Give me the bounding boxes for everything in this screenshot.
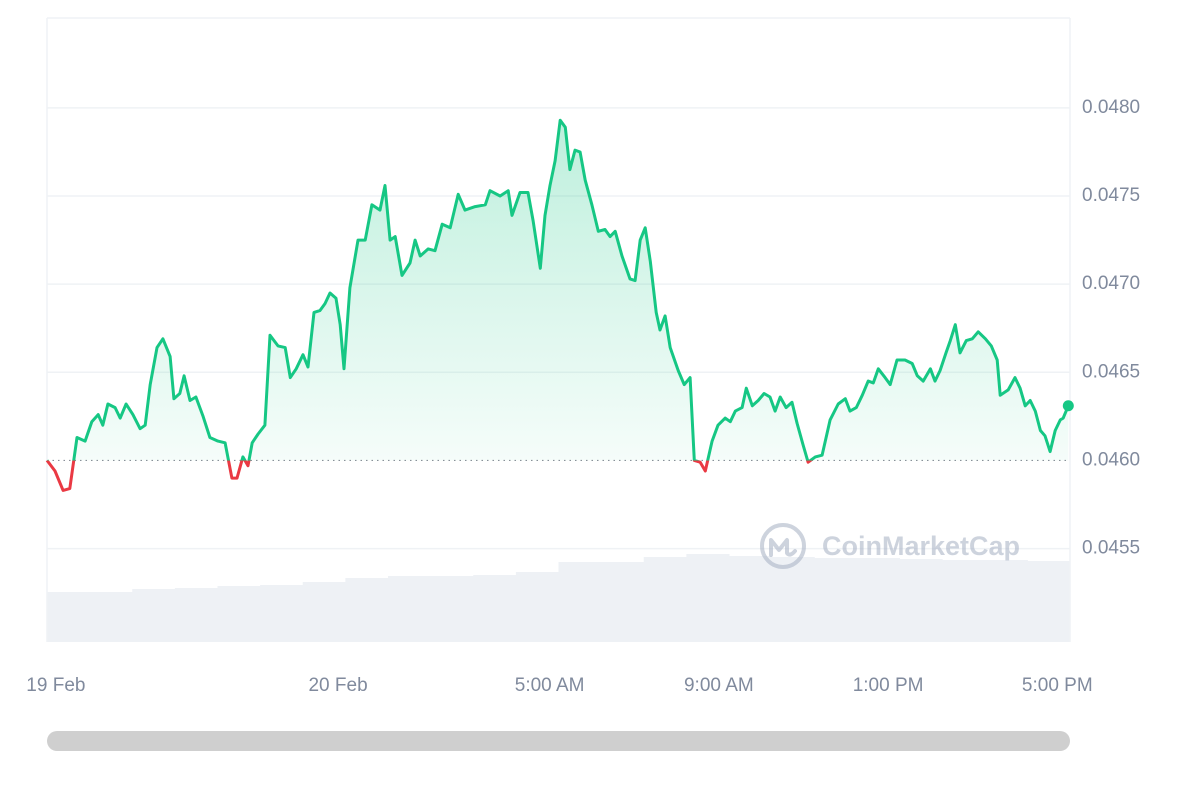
volume-bar (942, 560, 986, 642)
volume-bar (89, 592, 133, 642)
x-tick-label: 9:00 AM (684, 675, 754, 696)
y-tick-label: 0.0470 (1082, 273, 1140, 294)
volume-bar (473, 575, 517, 642)
y-tick-label: 0.0455 (1082, 538, 1140, 559)
x-tick-label: 5:00 AM (515, 675, 585, 696)
area-fill (47, 120, 1069, 461)
label-layer: 0.0455 0.0460 0.0465 0.0470 0.0475 0.0480 19 F… (26, 97, 1140, 696)
volume-bar (515, 572, 559, 642)
volume-bar (217, 586, 261, 642)
volume-bar (984, 560, 1028, 642)
watermark-logo (760, 523, 806, 569)
volume-layer (47, 554, 1071, 642)
y-tick-label: 0.0465 (1082, 361, 1140, 382)
watermark-text: CoinMarketCap (822, 531, 1020, 561)
volume-bar (174, 588, 218, 642)
volume-bar (771, 557, 815, 642)
volume-bar (260, 585, 304, 642)
x-tick-label: 20 Feb (308, 675, 367, 696)
volume-bar (558, 562, 602, 642)
price-line-up (46, 118, 1070, 461)
line-layer (45, 118, 1074, 492)
watermark-logo-mark (769, 538, 797, 557)
x-tick-label: 5:00 PM (1022, 675, 1093, 696)
volume-bar (430, 576, 474, 642)
volume-bar (686, 554, 730, 642)
y-tick-label: 0.0475 (1082, 185, 1140, 206)
x-tick-label: 1:00 PM (853, 675, 924, 696)
scrollbar[interactable] (47, 731, 1070, 751)
volume-bar (643, 557, 687, 642)
volume-bar (388, 576, 432, 642)
last-point (1062, 400, 1074, 412)
volume-bar (856, 558, 900, 642)
y-tick-label: 0.0480 (1082, 97, 1140, 118)
volume-bar (899, 559, 943, 642)
volume-bar (814, 558, 858, 642)
watermark: CoinMarketCap (760, 523, 1020, 569)
volume-bar (345, 578, 389, 642)
y-tick-label: 0.0460 (1082, 449, 1140, 470)
x-tick-label: 19 Feb (26, 675, 85, 696)
volume-bar (601, 562, 645, 642)
volume-bar (302, 582, 346, 642)
volume-bar (132, 589, 176, 642)
volume-bar (729, 556, 773, 642)
volume-bar (47, 592, 91, 642)
volume-bar (1027, 561, 1071, 642)
